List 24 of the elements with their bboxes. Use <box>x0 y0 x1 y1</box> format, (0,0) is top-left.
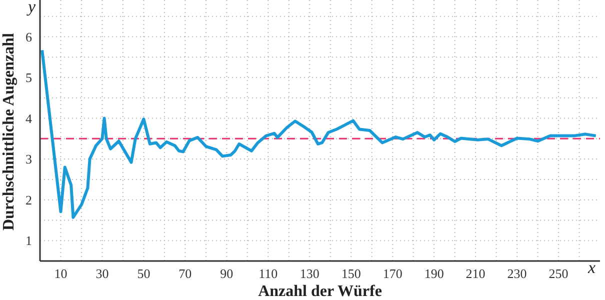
annotation: x <box>588 258 596 278</box>
x-tick-label: 250 <box>548 266 568 282</box>
x-tick-label: 50 <box>137 266 150 282</box>
x-tick-label: 190 <box>424 266 444 282</box>
x-tick-label: 70 <box>178 266 192 282</box>
x-tick-label: 10 <box>54 266 68 282</box>
y-tick-label: 4 <box>26 110 32 126</box>
y-tick-label: 1 <box>26 233 32 248</box>
x-axis-title: Anzahl der Würfe <box>258 283 382 300</box>
y-tick-label: 3 <box>26 152 32 167</box>
x-tick-label: 210 <box>466 266 486 282</box>
x-tick-label: 130 <box>300 266 320 282</box>
y-tick-label: 5 <box>26 70 32 86</box>
text: y <box>28 0 36 17</box>
y-axis-title: Durchschnittliche Augenzahl <box>0 32 18 230</box>
x-tick-label: 30 <box>96 266 109 282</box>
y-tick-label: 2 <box>26 192 32 208</box>
x-tick-label: 150 <box>341 266 361 282</box>
x-tick-label: 170 <box>382 266 402 282</box>
line-series <box>40 48 598 219</box>
x-tick-label: 110 <box>258 266 278 282</box>
y-tick-label: 6 <box>26 29 32 44</box>
x-tick-label: 230 <box>507 266 527 282</box>
x-tick-label: 90 <box>220 266 234 282</box>
